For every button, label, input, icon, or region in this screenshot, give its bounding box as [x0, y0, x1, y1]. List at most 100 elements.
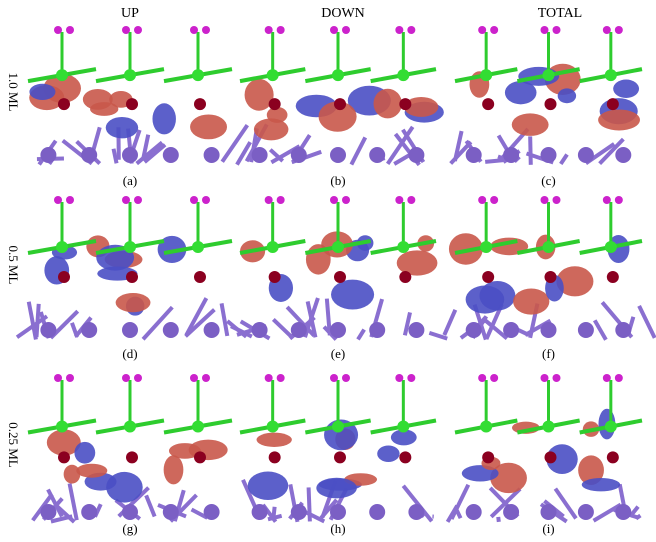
panel-label: (h) [330, 521, 345, 536]
atom [607, 451, 619, 463]
atom [252, 147, 268, 163]
bond [309, 487, 310, 521]
atom [124, 69, 136, 81]
atom [553, 196, 561, 204]
bond [498, 517, 499, 522]
atom [122, 26, 130, 34]
density-lobe [582, 478, 620, 491]
atom [163, 322, 179, 338]
density-lobe [164, 455, 184, 484]
atom [58, 98, 70, 110]
atom [615, 147, 631, 163]
bond [72, 323, 77, 337]
atom [578, 504, 594, 520]
atom [122, 147, 138, 163]
atom [541, 26, 549, 34]
panels: (a)(b)(c)(d)(e)(f)(g)(h)(i) [17, 26, 655, 536]
density-lobe [373, 89, 401, 119]
atom [126, 271, 138, 283]
bond [273, 319, 291, 336]
atom [269, 98, 281, 110]
bond [444, 310, 455, 335]
atom [66, 196, 74, 204]
atom [192, 241, 204, 253]
atom [56, 241, 68, 253]
bond [222, 303, 228, 336]
density-lobe [74, 442, 95, 464]
panel-image [28, 26, 232, 164]
atom [615, 322, 631, 338]
atom [330, 147, 346, 163]
density-lobe [257, 433, 292, 447]
atom [194, 271, 206, 283]
atom [615, 374, 623, 382]
density-lobe [90, 102, 118, 116]
atom [545, 98, 557, 110]
atom [190, 26, 198, 34]
atom [482, 98, 494, 110]
atom [553, 374, 561, 382]
atom [54, 374, 62, 382]
atom [578, 147, 594, 163]
atom [541, 322, 557, 338]
atom [330, 196, 338, 204]
column-header: UP [121, 6, 139, 21]
atom [334, 98, 346, 110]
atom [490, 26, 498, 34]
atom [126, 451, 138, 463]
density-lobe [64, 465, 81, 484]
atom [66, 26, 74, 34]
atom [397, 421, 409, 433]
atom [332, 241, 344, 253]
atom [124, 241, 136, 253]
atom [605, 69, 617, 81]
atom [40, 147, 56, 163]
row-label: 1.0 ML [6, 73, 21, 112]
atom [541, 504, 557, 520]
atom [252, 504, 268, 520]
atom [395, 196, 403, 204]
atom [58, 451, 70, 463]
atom [543, 241, 555, 253]
atom [603, 26, 611, 34]
atom [603, 196, 611, 204]
panel-image [240, 374, 436, 522]
atom [277, 26, 285, 34]
atom [399, 98, 411, 110]
panel-image [444, 196, 654, 340]
density-lobe [254, 118, 289, 140]
atom [56, 69, 68, 81]
bond [561, 154, 567, 163]
atom [332, 421, 344, 433]
atom [40, 504, 56, 520]
atom [202, 196, 210, 204]
panel-label: (c) [541, 173, 555, 188]
atom [334, 451, 346, 463]
bond [595, 320, 606, 339]
density-lobe [106, 472, 143, 503]
atom [408, 322, 424, 338]
atom [397, 241, 409, 253]
atom [503, 322, 519, 338]
atom [122, 374, 130, 382]
atom [369, 147, 385, 163]
atom [407, 374, 415, 382]
atom [397, 69, 409, 81]
atom [399, 271, 411, 283]
atom [330, 26, 338, 34]
atom [81, 322, 97, 338]
atom [480, 241, 492, 253]
bond [636, 516, 640, 519]
atom [194, 451, 206, 463]
atom [58, 271, 70, 283]
panel-label: (d) [122, 346, 137, 361]
atom [369, 504, 385, 520]
density-lobe [116, 293, 151, 312]
bond [29, 302, 36, 340]
row-label: 0.25 ML [6, 422, 21, 468]
atom [408, 504, 424, 520]
atom [163, 504, 179, 520]
atom [204, 504, 220, 520]
atom [56, 421, 68, 433]
atom [202, 26, 210, 34]
